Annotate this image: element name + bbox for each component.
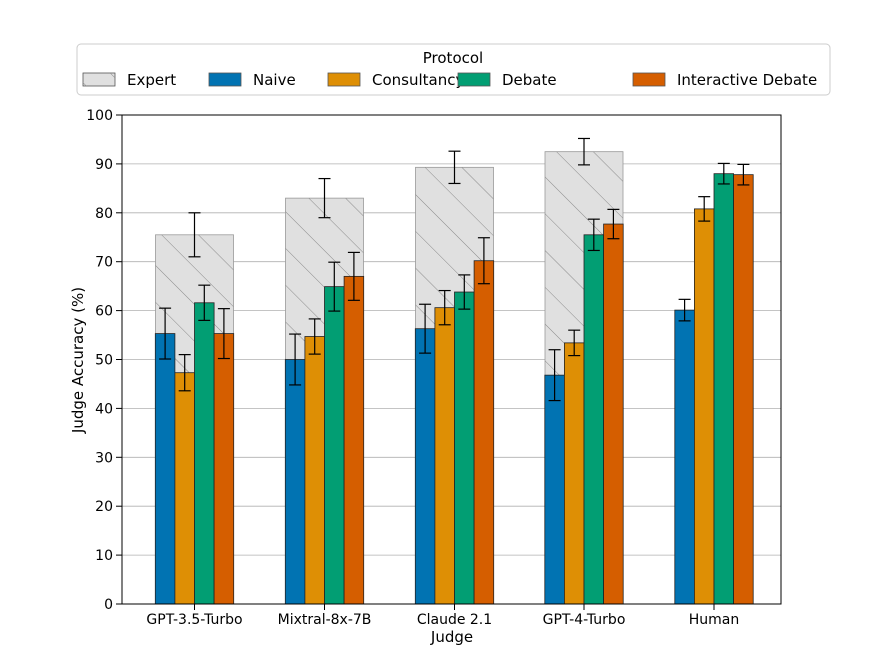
bar-naive <box>284 359 306 605</box>
bar-consultancy <box>564 342 585 605</box>
bar-interactive-debate <box>473 260 495 605</box>
bar-naive <box>544 374 565 605</box>
bar-consultancy <box>174 372 195 605</box>
bars <box>154 151 754 605</box>
y-tick-label: 20 <box>95 499 113 515</box>
bar-debate <box>324 286 345 605</box>
bar-interactive-debate <box>733 174 754 605</box>
bar-consultancy <box>694 208 715 605</box>
y-tick-label: 0 <box>104 597 113 613</box>
legend-label-interactive-debate: Interactive Debate <box>677 71 817 89</box>
y-tick-label: 100 <box>86 108 113 124</box>
legend-title: Protocol <box>423 49 483 67</box>
bar-debate <box>194 302 215 605</box>
bar-consultancy <box>304 336 325 605</box>
legend-swatch-naive <box>208 72 242 87</box>
legend-label-naive: Naive <box>253 71 296 89</box>
y-tick-label: 40 <box>95 401 113 417</box>
legend-swatch-interactive-debate <box>632 72 666 87</box>
error-bars <box>159 137 750 402</box>
bar-naive <box>674 309 695 605</box>
y-tick-label: 10 <box>95 548 113 564</box>
bar-naive <box>414 328 436 605</box>
y-axis-ticks: 0 10 20 30 40 50 60 70 80 90 100 <box>86 108 122 613</box>
x-tick-label: Mixtral-8x-7B <box>278 612 372 628</box>
bar-interactive-debate <box>213 333 235 605</box>
legend-swatch-hatch <box>83 73 115 86</box>
legend-label-consultancy: Consultancy <box>372 71 464 89</box>
bar-interactive-debate <box>603 223 624 605</box>
bar-debate <box>583 234 605 605</box>
bar-consultancy <box>434 307 455 605</box>
legend-swatch-debate <box>457 72 491 87</box>
legend: Protocol Expert Naive Consultancy Debate Int… <box>76 43 831 96</box>
y-tick-label: 80 <box>95 206 113 222</box>
legend-label-debate: Debate <box>502 71 557 89</box>
y-tick-label: 50 <box>95 353 113 369</box>
bar-debate <box>713 173 735 605</box>
bar-debate <box>454 291 475 605</box>
y-tick-label: 60 <box>95 304 113 320</box>
bar-interactive-debate <box>343 275 365 605</box>
x-axis-ticks: GPT-3.5-Turbo Mixtral-8x-7B Claude 2.1 GPT-… <box>146 604 739 628</box>
x-tick-label: Human <box>689 612 740 628</box>
legend-items: Expert Naive Consultancy Debate Interactive … <box>82 71 817 89</box>
y-tick-label: 30 <box>95 450 113 466</box>
x-tick-label: GPT-3.5-Turbo <box>146 612 242 628</box>
legend-swatch-consultancy <box>327 72 361 87</box>
legend-label-expert: Expert <box>127 71 176 89</box>
bar-naive <box>154 333 176 605</box>
y-tick-label: 90 <box>95 157 113 173</box>
x-tick-label: GPT-4-Turbo <box>543 612 626 628</box>
y-axis-label: Judge Accuracy (%) <box>69 287 87 434</box>
x-tick-label: Claude 2.1 <box>417 612 492 628</box>
x-axis-label: Judge <box>430 628 473 646</box>
y-tick-label: 70 <box>95 255 113 271</box>
